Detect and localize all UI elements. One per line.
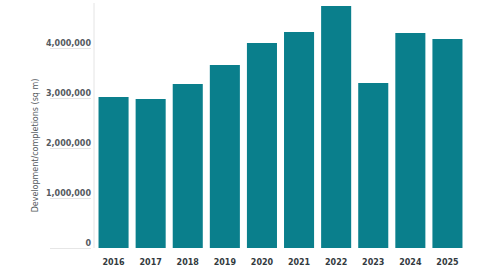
y-tick-label: 2,000,000 (46, 139, 91, 148)
y-axis-line (94, 3, 95, 248)
y-tick-label: 0 (85, 239, 91, 248)
bars (99, 6, 463, 248)
x-tick-label: 2025 (436, 258, 459, 267)
y-tick-label: 3,000,000 (46, 89, 91, 98)
bar (358, 83, 388, 248)
y-tick (50, 248, 91, 249)
bar (173, 84, 203, 248)
y-tick-label: 4,000,000 (46, 39, 91, 48)
bar (99, 97, 129, 248)
y-tick (50, 148, 91, 149)
y-tick (50, 48, 91, 49)
bar (395, 33, 425, 248)
x-tick-label: 2016 (102, 258, 125, 267)
bar (210, 65, 240, 248)
x-tick-label: 2021 (288, 258, 311, 267)
x-tick-label: 2019 (214, 258, 237, 267)
chart: 0 1,000,000 2,000,000 3,000,000 4,000,000 201… (0, 0, 480, 270)
x-tick-label: 2018 (177, 258, 200, 267)
x-tick-label: 2024 (399, 258, 422, 267)
bar (247, 43, 277, 248)
bar (284, 32, 314, 248)
bar (432, 39, 462, 248)
x-tick-label: 2017 (140, 258, 162, 267)
bar (321, 6, 351, 248)
y-axis-title: Development/completions (sq m) (31, 79, 40, 213)
x-tick-label: 2023 (362, 258, 384, 267)
x-tick-label: 2020 (251, 258, 274, 267)
x-tick-label: 2022 (325, 258, 347, 267)
bar (136, 99, 166, 248)
y-tick (50, 198, 91, 199)
y-tick (50, 98, 91, 99)
y-tick-label: 1,000,000 (46, 189, 91, 198)
